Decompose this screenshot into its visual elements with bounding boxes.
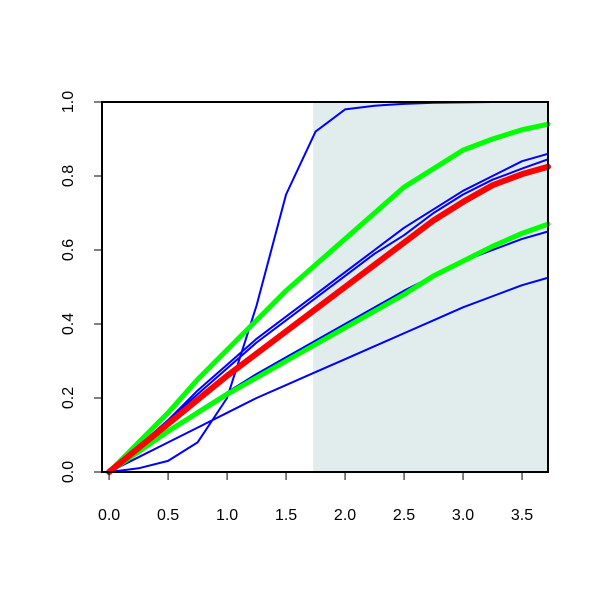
x-tick-label: 2.0 <box>334 507 356 524</box>
x-axis: 0.0 0.5 1.0 1.5 2.0 2.5 3.0 3.5 <box>98 472 533 524</box>
series-line-6 <box>106 121 551 475</box>
x-tick-label: 1.5 <box>275 507 297 524</box>
shaded-region <box>313 102 548 472</box>
series-line-2 <box>108 152 549 473</box>
x-tick-label: 3.5 <box>511 507 533 524</box>
x-tick-label: 0.0 <box>98 507 120 524</box>
plot-frame <box>101 101 549 473</box>
y-tick-label: 0.0 <box>60 461 77 483</box>
x-tick-label: 2.5 <box>393 507 415 524</box>
y-tick-label: 0.8 <box>60 165 77 187</box>
series-line-3 <box>108 158 549 473</box>
series-line-5 <box>108 276 549 473</box>
y-axis: 0.0 0.2 0.4 0.6 0.8 1.0 <box>60 91 102 483</box>
series-layer <box>106 101 551 475</box>
y-tick-label: 1.0 <box>60 91 77 113</box>
x-tick-label: 3.0 <box>452 507 474 524</box>
x-tick-label: 0.5 <box>157 507 179 524</box>
y-tick-label: 0.2 <box>60 387 77 409</box>
y-tick-label: 0.4 <box>60 313 77 335</box>
y-tick-label: 0.6 <box>60 239 77 261</box>
series-line-8 <box>106 163 551 475</box>
x-tick-label: 1.0 <box>216 507 238 524</box>
series-line-7 <box>106 221 551 475</box>
